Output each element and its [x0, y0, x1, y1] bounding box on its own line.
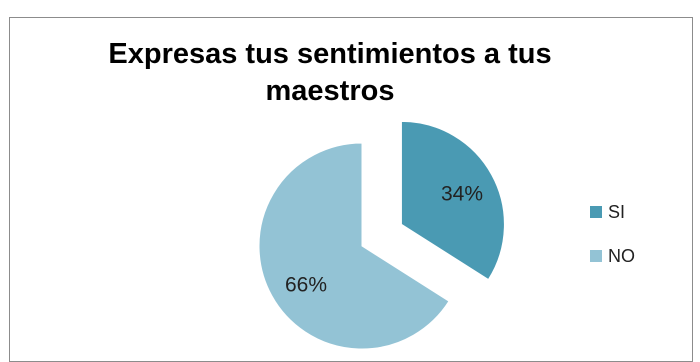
legend-swatch-si [590, 206, 602, 218]
pie-slice-si [400, 120, 505, 281]
legend-swatch-no [590, 250, 602, 262]
data-label-no: 66% [285, 274, 327, 297]
pie-slice-no [258, 142, 450, 350]
legend: SI NO [590, 201, 635, 289]
legend-item-si: SI [590, 201, 635, 223]
chart-title: Expresas tus sentimientos a tus maestros [108, 38, 552, 107]
legend-label-si: SI [608, 201, 626, 222]
legend-label-no: NO [608, 245, 635, 266]
legend-item-no: NO [590, 245, 635, 267]
data-label-si: 34% [441, 183, 483, 206]
